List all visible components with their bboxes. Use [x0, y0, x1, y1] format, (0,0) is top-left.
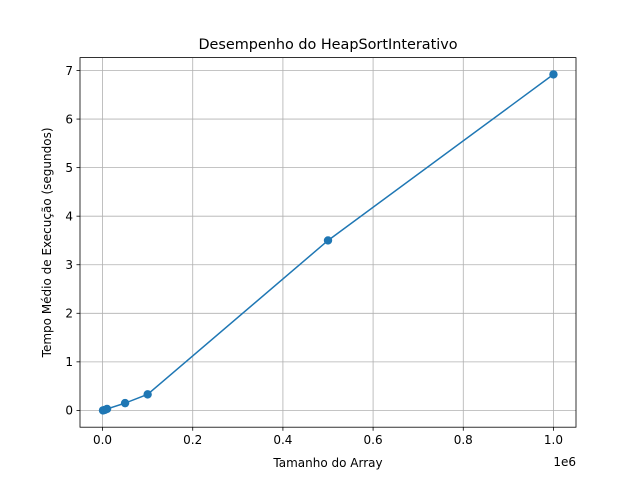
chart-title: Desempenho do HeapSortInterativo [198, 37, 457, 53]
y-tick-label: 7 [65, 64, 73, 78]
y-axis-label: Tempo Médio de Execução (segundos) [40, 127, 54, 358]
x-tick-label: 0.0 [93, 433, 112, 447]
x-tick-label: 0.8 [454, 433, 473, 447]
series-layer [98, 70, 558, 415]
x-tick-label: 1.0 [544, 433, 563, 447]
y-tick-label: 0 [65, 404, 73, 418]
y-tick-label: 6 [65, 112, 73, 126]
x-tick-label: 0.4 [273, 433, 292, 447]
data-point [102, 404, 112, 414]
y-tick-label: 3 [65, 258, 73, 272]
x-offset-label: 1e6 [553, 455, 576, 469]
data-point [143, 390, 152, 399]
data-point [120, 398, 130, 408]
x-axis-label: Tamanho do Array [272, 456, 382, 470]
ticks: 0.0 0.2 0.4 0.6 0.8 1.0 0 1 2 3 4 5 6 7 [65, 64, 563, 447]
y-tick-label: 4 [65, 209, 73, 223]
data-point [549, 70, 558, 79]
x-tick-label: 0.2 [183, 433, 202, 447]
y-tick-label: 1 [65, 355, 73, 369]
plot-frame [79, 57, 577, 428]
y-tick-label: 5 [65, 161, 73, 175]
x-tick-label: 0.6 [364, 433, 383, 447]
y-tick-label: 2 [65, 307, 73, 321]
data-point [323, 236, 333, 245]
